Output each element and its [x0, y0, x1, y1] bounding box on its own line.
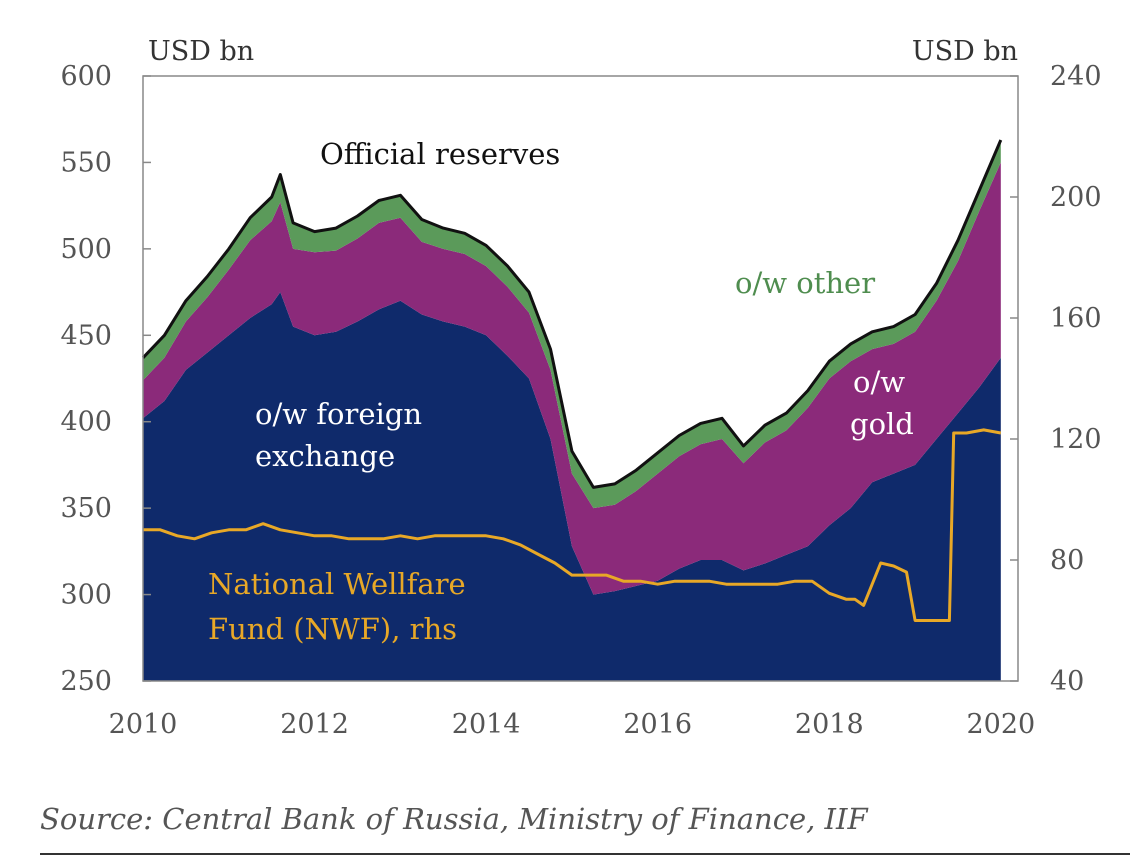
area-gold	[143, 162, 1001, 595]
line-official-reserves	[141, 139, 1003, 489]
chart: 600 550 500 450 400 350 300 250 240 200 160 120 80 4…	[60, 36, 1102, 740]
y-right-tick-label: 160	[1050, 303, 1102, 334]
y-left-tick-label: 300	[60, 580, 112, 611]
label-nwf-line2: Fund (NWF), rhs	[208, 612, 457, 646]
y-right-tick-label: 120	[1050, 424, 1102, 455]
y-right-tick-label: 80	[1050, 545, 1084, 576]
x-tick-label: 2014	[452, 709, 521, 740]
label-nwf-line1: National Wellfare	[208, 567, 466, 601]
y-left-tick-label: 450	[60, 320, 112, 351]
y-right-tick-label: 240	[1050, 61, 1102, 92]
x-tick-label: 2012	[280, 709, 349, 740]
plot-frame	[142, 75, 1019, 682]
y-left-tick-label: 400	[60, 407, 112, 438]
y-left-unit: USD bn	[148, 36, 254, 67]
label-other: o/w other	[735, 266, 875, 300]
bottom-rule	[40, 853, 1130, 855]
y-left-tick-label: 250	[60, 666, 112, 697]
label-fx-line2: exchange	[255, 439, 395, 473]
y-right-tick-label: 200	[1050, 182, 1102, 213]
y-right-unit: USD bn	[912, 36, 1018, 67]
label-official-reserves: Official reserves	[320, 137, 560, 171]
y-left-tick-label: 550	[60, 147, 112, 178]
series-lines	[141, 139, 1003, 622]
x-tick-label: 2020	[966, 709, 1035, 740]
x-tick-label: 2016	[623, 709, 692, 740]
y-axis-left: 600 550 500 450 400 350 300 250	[60, 61, 151, 697]
line-nwf	[143, 428, 1002, 622]
x-axis: 2010 2012 2014 2016 2018 2020	[109, 709, 1036, 740]
label-fx-line1: o/w foreign	[255, 397, 422, 431]
label-gold-line2: gold	[850, 407, 914, 441]
x-tick-label: 2018	[795, 709, 864, 740]
y-left-tick-label: 350	[60, 493, 112, 524]
y-left-tick-label: 500	[60, 234, 112, 265]
y-left-tick-label: 600	[60, 61, 112, 92]
label-gold-line1: o/w	[853, 365, 905, 399]
x-tick-label: 2010	[109, 709, 178, 740]
y-right-tick-label: 40	[1050, 666, 1084, 697]
area-other	[143, 140, 1001, 509]
y-axis-right: 240 200 160 120 80 40	[1010, 61, 1102, 697]
source-note: Source: Central Bank of Russia, Ministry…	[40, 802, 868, 836]
